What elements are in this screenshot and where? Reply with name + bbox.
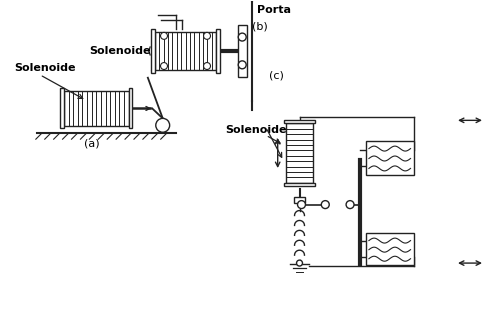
Bar (366, 233, 413, 265)
Bar (60, 88, 64, 128)
Bar (283, 120, 316, 123)
Circle shape (238, 61, 246, 69)
Bar (283, 183, 316, 186)
Circle shape (156, 118, 169, 132)
Circle shape (346, 201, 354, 209)
Text: Porta: Porta (257, 5, 291, 15)
Text: Solenoide: Solenoide (225, 125, 287, 135)
Text: (a): (a) (84, 138, 99, 148)
Circle shape (298, 201, 305, 209)
Circle shape (204, 32, 210, 39)
Text: (c): (c) (269, 71, 284, 81)
Bar (64, 91, 129, 126)
Bar (216, 29, 220, 73)
Circle shape (204, 63, 210, 70)
Bar (238, 25, 247, 77)
Circle shape (161, 32, 168, 39)
Circle shape (161, 63, 168, 70)
Text: (b): (b) (252, 21, 268, 31)
Bar (129, 88, 132, 128)
Bar (294, 197, 305, 203)
Bar (155, 32, 216, 70)
Bar (366, 141, 413, 175)
Text: Solenoide: Solenoide (14, 63, 75, 73)
Circle shape (238, 33, 246, 41)
Circle shape (321, 201, 329, 209)
Circle shape (297, 260, 302, 266)
Text: Solenoide: Solenoide (89, 46, 151, 56)
Bar (286, 123, 313, 183)
Bar (151, 29, 155, 73)
